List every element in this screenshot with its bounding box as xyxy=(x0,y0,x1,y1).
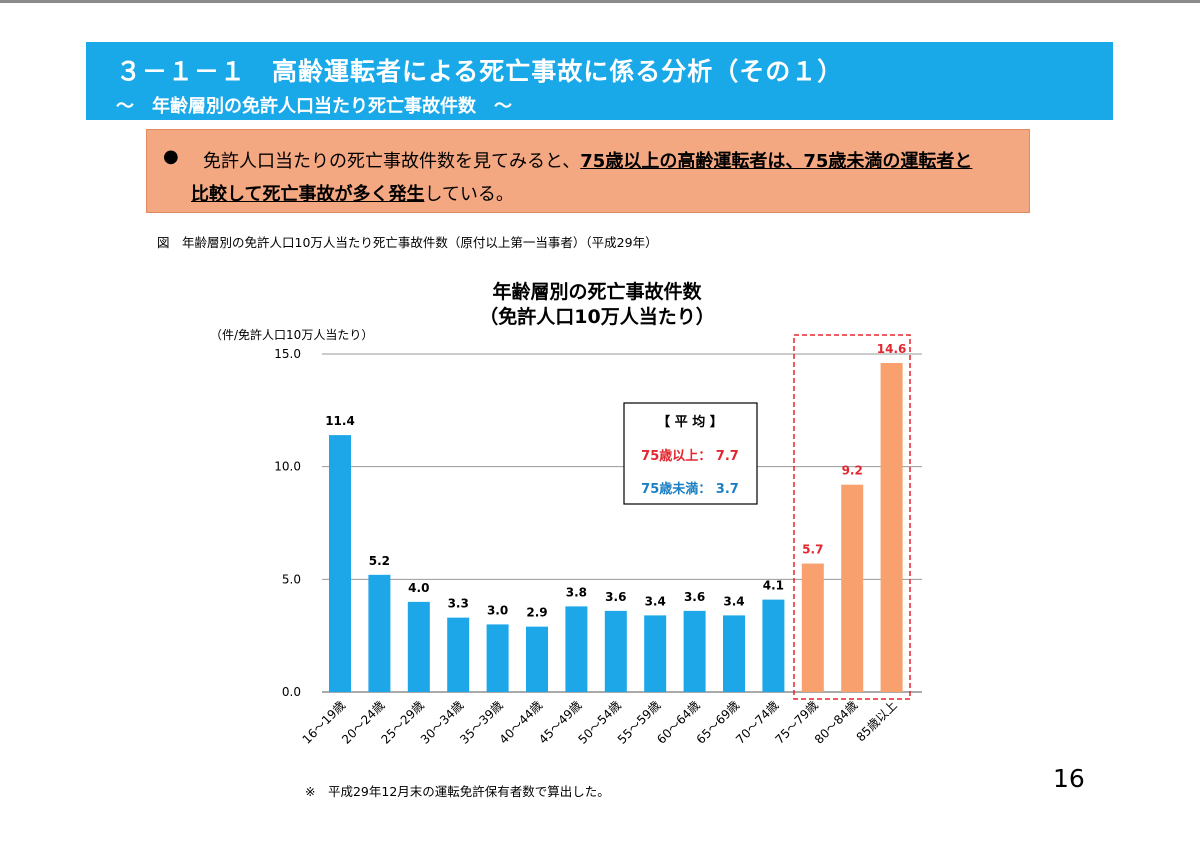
note-line-2: 比較して死亡事故が多く発生している。 xyxy=(191,180,514,206)
data-label: 3.6 xyxy=(605,590,626,604)
note-text-1: 免許人口当たりの死亡事故件数を見てみると、 xyxy=(203,151,581,172)
data-label: 3.3 xyxy=(448,597,469,611)
bar xyxy=(841,484,864,692)
bar xyxy=(486,624,509,692)
data-label: 5.2 xyxy=(369,554,390,568)
header-banner: ３－１－１ 高齢運転者による死亡事故に係る分析（その１） ～ 年齢層別の免許人口… xyxy=(86,42,1113,120)
bar xyxy=(801,563,824,692)
data-label: 4.1 xyxy=(763,579,784,593)
data-label: 3.0 xyxy=(487,603,508,617)
chart-subtitle: （免許人口10万人当たり） xyxy=(479,305,714,328)
data-label: 3.6 xyxy=(684,590,705,604)
data-label: 3.4 xyxy=(723,594,744,608)
bar xyxy=(526,626,548,692)
figure-caption: 図 年齢層別の免許人口10万人当たり死亡事故件数（原付以上第一当事者）（平成29… xyxy=(157,235,658,250)
page-subtitle: ～ 年齢層別の免許人口当たり死亡事故件数 ～ xyxy=(116,96,512,117)
x-tick-label: 85歳以上 xyxy=(854,698,900,744)
bar xyxy=(644,615,667,692)
data-label: 2.9 xyxy=(526,606,547,620)
bar xyxy=(368,574,391,692)
bar xyxy=(604,610,627,692)
y-tick-label: 0.0 xyxy=(282,685,301,699)
average-over75: 75歳以上： 7.7 xyxy=(641,448,739,464)
average-under75: 75歳未満： 3.7 xyxy=(641,481,739,497)
y-tick-label: 10.0 xyxy=(274,460,301,474)
bar xyxy=(880,363,903,692)
bar xyxy=(683,610,706,692)
bar xyxy=(407,601,430,692)
y-axis-label: （件/免許人口10万人当たり） xyxy=(210,327,373,342)
data-label: 3.4 xyxy=(645,594,666,608)
bar xyxy=(447,617,470,692)
top-border xyxy=(0,0,1200,3)
data-label: 5.7 xyxy=(802,543,823,557)
data-label: 4.0 xyxy=(408,581,429,595)
data-label: 11.4 xyxy=(325,414,355,428)
page-title: ３－１－１ 高齢運転者による死亡事故に係る分析（その１） xyxy=(116,57,844,86)
note-emphasis-2: 比較して死亡事故が多く発生 xyxy=(191,184,425,205)
data-label: 14.6 xyxy=(877,342,907,356)
bar xyxy=(723,615,745,692)
bar xyxy=(329,435,351,692)
data-label: 9.2 xyxy=(842,464,863,478)
note-text-2: している。 xyxy=(424,184,514,205)
y-tick-label: 5.0 xyxy=(282,572,301,586)
x-tick-label: 80～84歳 xyxy=(812,698,860,746)
bar xyxy=(565,606,588,692)
note-line-1: 免許人口当たりの死亡事故件数を見てみると、75歳以上の高齢運転者は、75歳未満の… xyxy=(203,147,972,173)
highlight-box xyxy=(793,334,911,700)
footnote: ※ 平成29年12月末の運転免許保有者数で算出した。 xyxy=(305,784,610,799)
average-box: 【 平 均 】 75歳以上： 7.7 75歳未満： 3.7 xyxy=(623,402,758,505)
average-title: 【 平 均 】 xyxy=(657,414,723,430)
data-label: 3.8 xyxy=(566,585,587,599)
y-tick-label: 15.0 xyxy=(274,347,301,361)
page-number: 16 xyxy=(1053,764,1085,793)
average-box-frame xyxy=(623,402,758,505)
summary-note: ● 免許人口当たりの死亡事故件数を見てみると、75歳以上の高齢運転者は、75歳未… xyxy=(146,129,1030,213)
chart-title: 年齢層別の死亡事故件数 xyxy=(492,280,702,303)
note-emphasis-1: 75歳以上の高齢運転者は、75歳未満の運転者と xyxy=(580,151,973,172)
bar xyxy=(762,599,785,692)
bullet-icon: ● xyxy=(163,146,179,167)
